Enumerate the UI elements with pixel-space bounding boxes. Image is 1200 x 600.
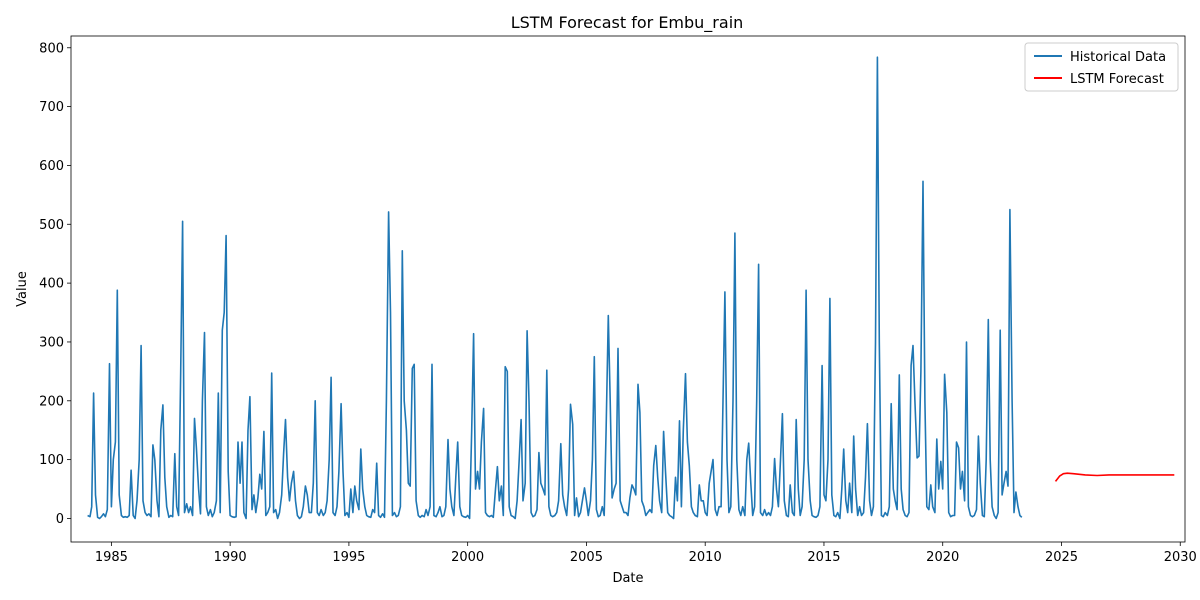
x-tick-label: 2030 (1164, 550, 1197, 565)
x-tick-label: 1985 (95, 550, 128, 565)
x-tick-label: 2005 (570, 550, 603, 565)
y-tick-label: 100 (39, 453, 64, 468)
y-tick-label: 200 (39, 394, 64, 409)
y-tick-label: 800 (39, 41, 64, 56)
y-tick-label: 700 (39, 100, 64, 115)
y-tick-label: 300 (39, 335, 64, 350)
legend-label-historical: Historical Data (1070, 50, 1166, 65)
historical-data-line (87, 56, 1023, 520)
x-axis-label: Date (612, 571, 643, 586)
x-tick-label: 2015 (807, 550, 840, 565)
plot-frame (70, 35, 1186, 543)
legend-box (1024, 42, 1179, 92)
y-tick-label: 500 (39, 218, 64, 233)
legend: Historical Data LSTM Forecast (1024, 42, 1179, 92)
chart-title: LSTM Forecast for Embu_rain (511, 13, 744, 33)
x-tick-label: 2020 (926, 550, 959, 565)
lstm-forecast-line (1054, 472, 1175, 482)
y-axis: 0 100 200 300 400 500 600 700 800 (39, 41, 71, 527)
y-axis-label: Value (15, 271, 30, 307)
y-tick-label: 400 (39, 277, 64, 292)
x-tick-label: 1995 (332, 550, 365, 565)
x-tick-label: 1990 (214, 550, 247, 565)
y-tick-label: 0 (56, 512, 64, 527)
x-axis: 1985 1990 1995 2000 2005 2010 2015 2020 2025 2030 (95, 542, 1197, 565)
x-tick-label: 2025 (1045, 550, 1078, 565)
legend-label-forecast: LSTM Forecast (1070, 72, 1164, 87)
x-tick-label: 2000 (451, 550, 484, 565)
x-tick-label: 2010 (689, 550, 722, 565)
y-tick-label: 600 (39, 159, 64, 174)
series-layer (87, 56, 1175, 520)
